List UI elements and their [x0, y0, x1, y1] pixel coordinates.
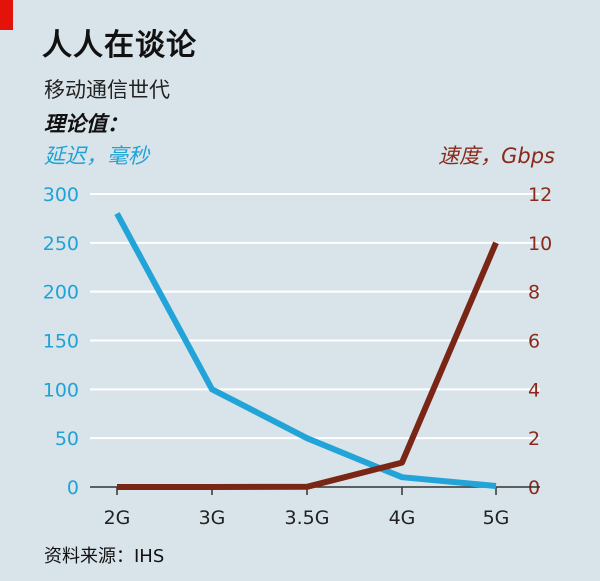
y-left-tick-label: 50	[55, 428, 79, 450]
y-left-tick-label: 0	[67, 477, 79, 499]
y-right-tick-label: 2	[528, 428, 540, 450]
y-right-tick-label: 6	[528, 331, 540, 353]
y-right-tick-label: 0	[528, 477, 540, 499]
x-tick-label: 4G	[389, 507, 416, 529]
y-left-tick-label: 250	[43, 233, 79, 255]
y-left-tick-label: 100	[43, 379, 79, 401]
x-tick-label: 5G	[483, 507, 510, 529]
x-tick-label: 3.5G	[285, 507, 330, 529]
y-right-tick-label: 10	[528, 233, 552, 255]
speed-series-line	[117, 241, 499, 490]
chart-subtitle: 移动通信世代	[44, 78, 170, 102]
source-note: 资料来源：IHS	[44, 546, 165, 567]
chart-note: 理论值：	[44, 112, 128, 136]
y-axis-right-label: 速度，Gbps	[438, 144, 555, 168]
x-tick-label: 3G	[199, 507, 226, 529]
y-left-tick-label: 150	[43, 331, 79, 353]
y-left-tick-label: 200	[43, 282, 79, 304]
y-right-tick-label: 12	[528, 184, 552, 206]
y-right-tick-label: 4	[528, 379, 540, 401]
y-left-tick-label: 300	[43, 184, 79, 206]
x-tick-label: 2G	[104, 507, 131, 529]
latency-series-line	[114, 212, 497, 489]
y-right-tick-label: 8	[528, 282, 540, 304]
y-axis-left-label: 延迟，毫秒	[44, 144, 149, 168]
accent-tab	[0, 0, 13, 30]
chart-title: 人人在谈论	[42, 28, 197, 63]
